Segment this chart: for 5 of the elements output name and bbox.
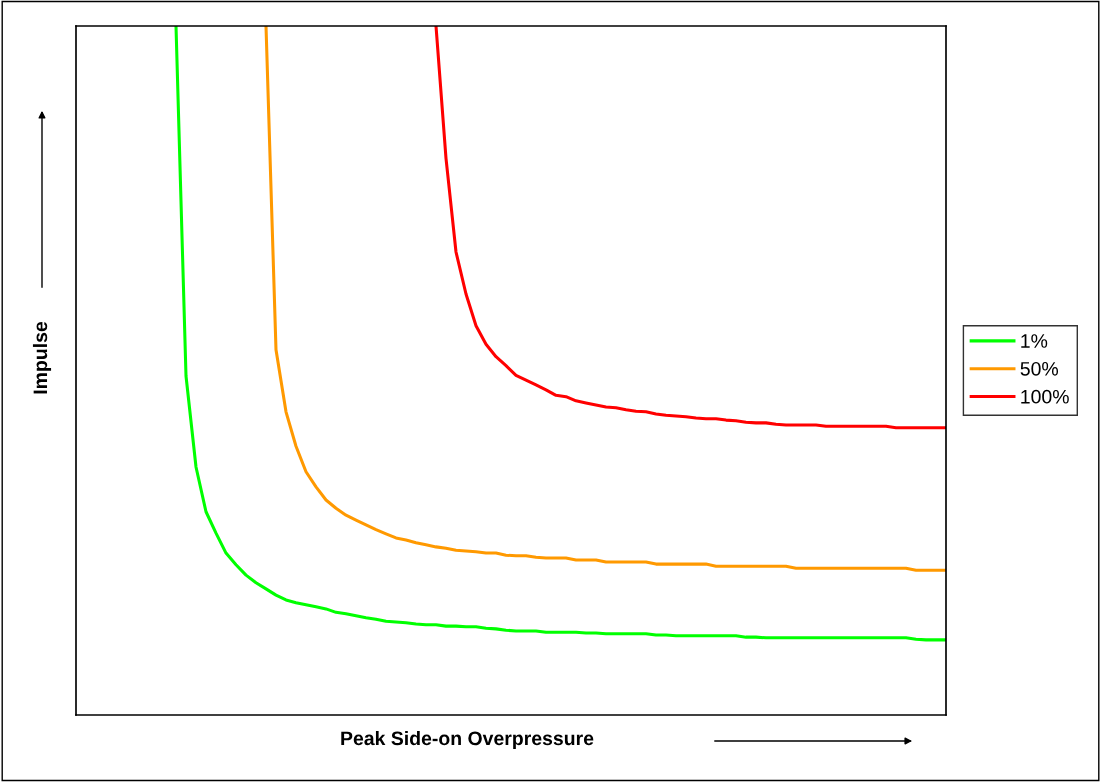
x-axis-title: Peak Side-on Overpressure [341,730,594,750]
legend-label: 1% [1021,334,1048,348]
legend-label: 50% [1020,361,1059,376]
y-axis-title: Impulse [32,321,52,394]
legend-label: 100% [1021,389,1069,404]
